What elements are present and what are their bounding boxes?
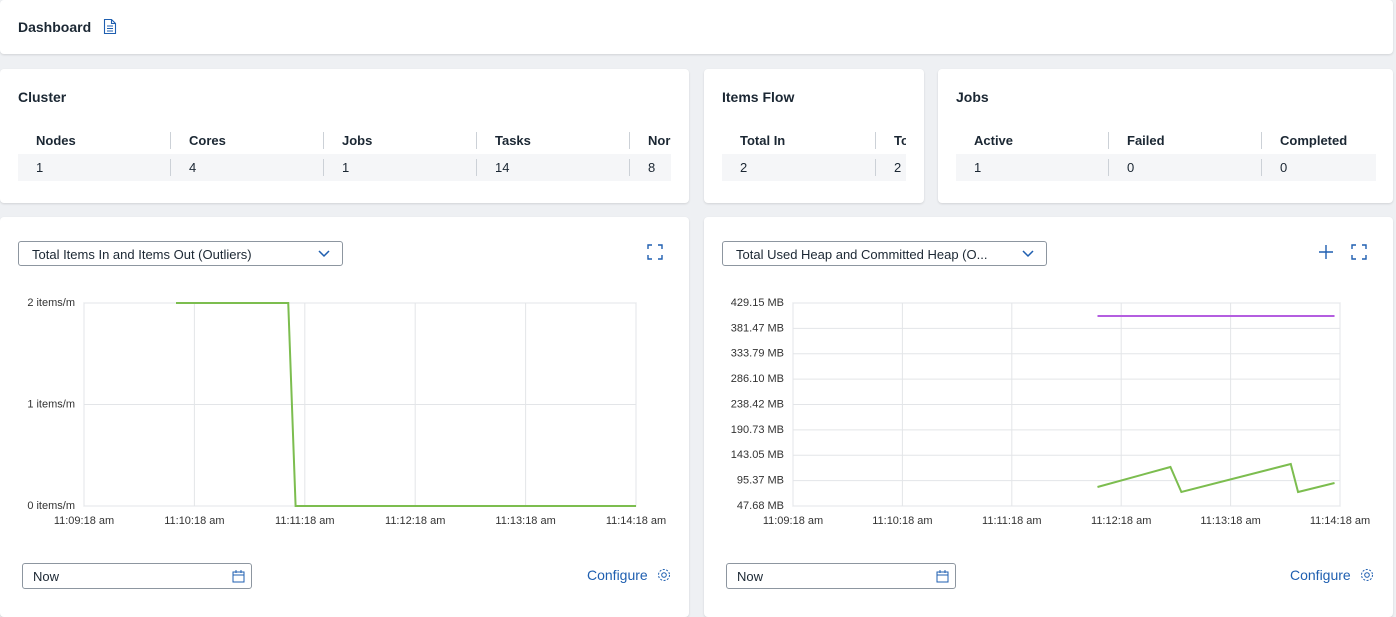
chart-selector[interactable]: Total Items In and Items Out (Outliers) [18,241,343,266]
chevron [1022,250,1034,258]
date-text: Now [737,569,764,584]
column-header: Cores [171,132,324,149]
selector-text: Total Used Heap and Committed Heap (O... [736,247,988,262]
configure-link[interactable]: Configure [587,567,671,583]
data-line [1097,462,1335,494]
x-tick-label: 11:10:18 am [872,515,932,527]
y-tick-label: 1 items/m [27,398,75,410]
value-row: 1 4 1 14 8 [18,154,671,181]
configure-link[interactable]: Configure [1290,567,1374,583]
table: Total In To 2 2 [722,127,906,181]
column-header: Tasks [477,132,630,149]
column-header: To [894,133,906,148]
expand-icon[interactable] [647,244,663,260]
x-tick-label: 11:12:18 am [1091,515,1151,527]
y-tick-label: 238.42 MB [731,398,784,410]
x-tick-label: 11:13:18 am [495,515,555,527]
cell-value: 2 [894,160,902,175]
add-icon[interactable] [1318,244,1334,260]
column-header: Active [956,132,1109,149]
column-header: Total In [722,132,876,149]
header-row: Total In To [722,127,906,154]
items-flow-card: Items Flow Total In To 2 2 [704,69,924,203]
cell-value: 4 [171,159,324,176]
x-tick-label: 11:14:18 am [1310,515,1370,527]
column-header: Failed [1109,132,1262,149]
cell-value: 2 [722,159,876,176]
cell-value: 0 [1280,160,1288,175]
column-header: Nor [648,133,671,148]
column-header: Jobs [324,132,477,149]
column-header: Nodes [18,132,171,149]
y-tick-label: 381.47 MB [731,322,784,334]
selector-text: Total Items In and Items Out (Outliers) [32,247,252,262]
expand-icon[interactable] [1351,244,1367,260]
cell-value: 14 [477,159,630,176]
header-row: Nodes Cores Jobs Tasks Nor [18,127,671,154]
date-text: Now [33,569,60,584]
x-tick-label: 11:11:18 am [982,515,1042,527]
card-title: Items Flow [722,89,795,105]
y-tick-label: 190.73 MB [731,424,784,436]
column-header: Completed [1280,133,1348,148]
y-tick-label: 143.05 MB [731,449,784,461]
gear-icon [1360,569,1373,581]
cell-value: 1 [956,159,1109,176]
chart-panel: Total Used Heap and Committed Heap (O...… [704,217,1393,617]
y-tick-label: 47.68 MB [737,500,784,512]
x-tick-label: 11:09:18 am [54,515,114,527]
y-tick-label: 95.37 MB [737,475,784,487]
chart: 0 items/m 1 items/m 2 items/m 11:09:18 am 11… [27,297,666,527]
table: Nodes Cores Jobs Tasks Nor 1 4 1 14 8 [18,127,671,181]
chart: 47.68 MB 95.37 MB 143.05 MB 190.73 MB 238.42… [731,297,1370,527]
chart-selector[interactable]: Total Used Heap and Committed Heap (O... [722,241,1047,266]
configure-text: Configure [587,567,648,583]
cluster-card: Cluster Nodes Cores Jobs Tasks Nor 1 4 1 14 8 [0,69,689,203]
cell-value: 1 [18,159,171,176]
calendar-icon [936,570,949,583]
data-line [176,302,636,507]
x-tick-label: 11:11:18 am [275,515,335,527]
chart-panel: Total Items In and Items Out (Outliers) … [0,217,689,617]
x-tick-label: 11:14:18 am [606,515,666,527]
header-row: Active Failed Completed [956,127,1376,154]
page-title: Dashboard [18,19,92,35]
date-input[interactable]: Now [22,563,252,589]
configure-text: Configure [1290,567,1351,583]
calendar-icon [232,570,245,583]
y-tick-label: 2 items/m [27,297,75,309]
y-tick-label: 286.10 MB [731,373,784,385]
y-tick-label: 333.79 MB [731,348,784,360]
date-input[interactable]: Now [726,563,956,589]
y-tick-label: 429.15 MB [731,297,784,309]
x-tick-label: 11:09:18 am [763,515,823,527]
header: Dashboard [0,0,1393,54]
chevron [318,250,330,258]
cell-value: 0 [1109,159,1262,176]
table: Active Failed Completed 1 0 0 [956,127,1376,181]
x-tick-label: 11:12:18 am [385,515,445,527]
card-title: Jobs [956,89,989,105]
x-tick-label: 11:13:18 am [1200,515,1260,527]
gear-icon [657,569,670,581]
doc-icon[interactable] [103,18,117,35]
jobs-card: Jobs Active Failed Completed 1 0 0 [938,69,1393,203]
cell-value: 8 [648,160,656,175]
x-tick-label: 11:10:18 am [164,515,224,527]
cell-value: 1 [324,159,477,176]
y-tick-label: 0 items/m [27,500,75,512]
card-title: Cluster [18,89,67,105]
